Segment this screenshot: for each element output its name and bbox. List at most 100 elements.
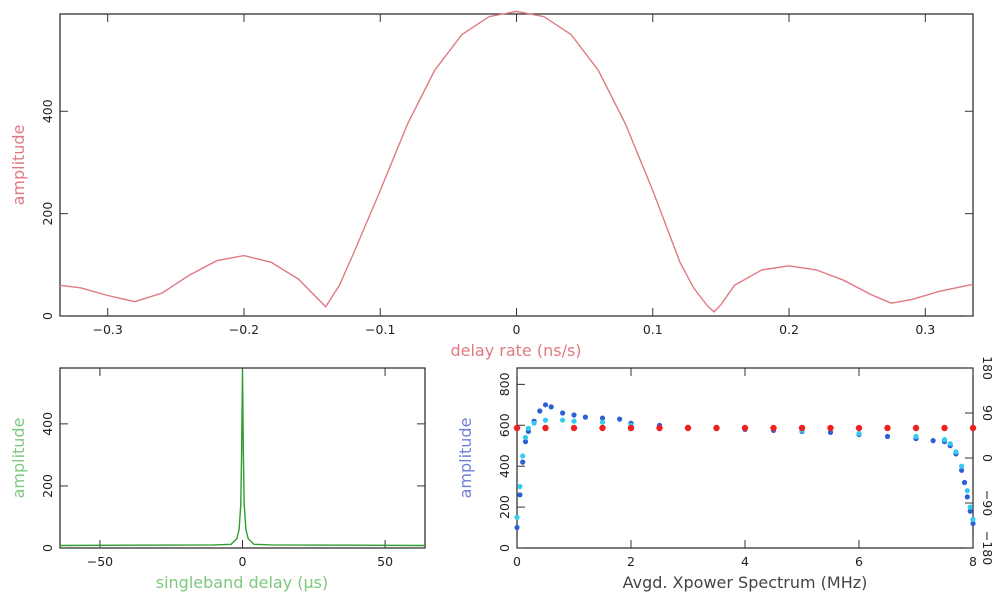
xpower-xlabel: Avgd. Xpower Spectrum (MHz)	[623, 573, 868, 592]
series-1-point	[531, 420, 537, 426]
y2-tick-label: 90	[980, 405, 995, 421]
series-2-point	[941, 424, 948, 432]
delay-rate-ylabel: amplitude	[9, 125, 28, 206]
xpower-ylabel: amplitude	[456, 418, 475, 499]
series-0-point	[520, 459, 526, 465]
singleband-xlabel: singleband delay (μs)	[156, 573, 329, 592]
series-2-point	[969, 424, 977, 432]
singleband-ylabel: amplitude	[9, 418, 28, 499]
series-0-point	[560, 410, 566, 416]
series-1-point	[520, 453, 526, 459]
series-2-point	[912, 424, 920, 432]
series-0-point	[599, 415, 606, 421]
series-2-point	[855, 424, 863, 432]
x-tick-label: 0.3	[915, 322, 935, 337]
series-2-point	[599, 424, 606, 432]
x-tick-label: 50	[377, 554, 393, 569]
y-tick-label: 0	[40, 544, 55, 552]
series-2-point	[770, 424, 777, 432]
x-tick-label: −0.1	[365, 322, 395, 337]
series-2-point	[627, 424, 635, 432]
series-0-point	[959, 467, 965, 473]
series-0-point	[517, 492, 523, 498]
series-0-point	[617, 416, 623, 422]
series-2-point	[798, 424, 806, 432]
y-tick-label: 200	[40, 474, 55, 498]
series-2-point	[570, 424, 578, 432]
singleband-panel: −50 0 50 0 200 400 singleband delay (μs) ampl…	[9, 367, 426, 592]
series-2-point	[827, 424, 834, 432]
y-tick-label: 400	[40, 412, 55, 436]
x-tick-label: 6	[855, 554, 863, 569]
series-0-point	[522, 439, 529, 445]
y2-tick-label: −180	[980, 531, 995, 565]
x-tick-label: 0	[513, 322, 521, 337]
delay-rate-curve	[59, 10, 974, 313]
series-0-point	[582, 414, 589, 420]
series-1-point	[967, 504, 973, 510]
series-2-point	[884, 424, 891, 432]
series-0-point	[548, 404, 554, 410]
delay-rate-panel: −0.3 −0.2 −0.1 0 0.1 0.2 0.3 0 200 400 delay rate…	[9, 10, 974, 360]
series-0-point	[514, 524, 520, 531]
series-1-point	[941, 437, 948, 443]
x-tick-label: 4	[741, 554, 749, 569]
series-0-point	[537, 408, 543, 414]
y2-tick-label: −90	[980, 490, 995, 516]
x-tick-label: −0.2	[229, 322, 259, 337]
x-tick-label: 0.2	[779, 322, 799, 337]
x-tick-label: 0.1	[643, 322, 663, 337]
series-0-point	[827, 429, 834, 435]
series-1-point	[599, 419, 606, 425]
delay-rate-xlabel: delay rate (ns/s)	[450, 341, 581, 360]
series-2-point	[741, 424, 749, 432]
series-0-point	[970, 520, 976, 527]
y-tick-label: 0	[497, 544, 512, 552]
series-1-point	[913, 433, 919, 440]
y-tick-label: 200	[497, 495, 512, 519]
xpower-frame	[516, 367, 974, 549]
y-tick-label: 800	[497, 372, 512, 396]
series-0-point	[884, 433, 891, 440]
series-1-point	[514, 514, 520, 520]
x-tick-label: 0	[239, 554, 247, 569]
series-1-point	[959, 463, 965, 469]
y2-tick-label: 180	[980, 356, 995, 380]
series-1-point	[856, 430, 862, 437]
series-1-point	[964, 488, 970, 494]
x-tick-label: −50	[87, 554, 113, 569]
series-0-point	[967, 508, 973, 514]
series-1-point	[571, 418, 577, 424]
series-2-point	[513, 424, 521, 432]
y-tick-label: 400	[497, 454, 512, 478]
series-2-point	[713, 424, 720, 432]
y-tick-label: 200	[40, 202, 55, 226]
series-1-point	[522, 434, 529, 441]
series-1-point	[953, 449, 959, 455]
y2-tick-label: 0	[980, 454, 995, 462]
y-tick-label: 0	[40, 312, 55, 320]
series-1-point	[542, 417, 549, 423]
series-1-point	[560, 417, 566, 423]
x-tick-label: 0	[513, 554, 521, 569]
series-0-point	[542, 402, 549, 408]
x-tick-label: −0.3	[93, 322, 123, 337]
x-tick-label: 8	[969, 554, 977, 569]
series-0-point	[930, 438, 936, 444]
series-1-point	[947, 441, 953, 447]
series-2-point	[684, 424, 692, 432]
series-0-point	[571, 412, 577, 418]
series-1-point	[525, 425, 532, 431]
y-tick-label: 400	[40, 99, 55, 123]
series-2-point	[656, 424, 663, 432]
series-0-point	[961, 479, 968, 486]
series-2-point	[542, 424, 549, 432]
singleband-curve	[59, 369, 426, 547]
series-0-point	[964, 494, 970, 500]
series-1-point	[517, 484, 523, 490]
series-1-point	[970, 516, 976, 523]
x-tick-label: 2	[627, 554, 635, 569]
xpower-panel: 0 2 4 6 8 0 200 400 600 800 −180 −90 0 90 180 Avgd. Xp…	[456, 356, 995, 592]
y-tick-label: 600	[497, 413, 512, 437]
